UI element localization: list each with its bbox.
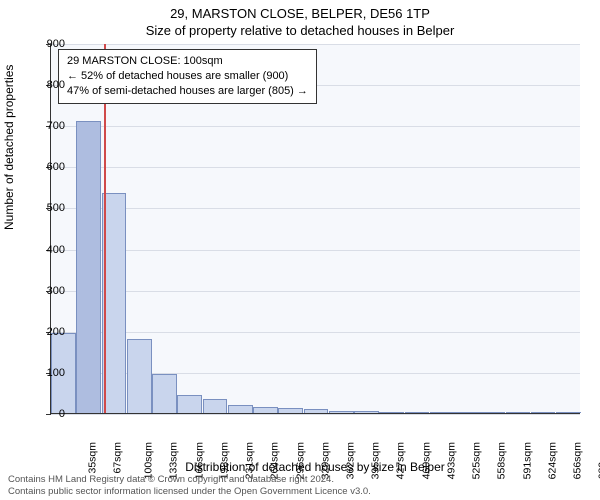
footer-line-2: Contains public sector information licen… [8, 486, 371, 498]
y-axis-label: Number of detached properties [2, 65, 16, 230]
histogram-bar [127, 339, 152, 413]
histogram-bar [455, 412, 480, 413]
ytick-label: 900 [25, 38, 65, 50]
gridline [51, 126, 580, 127]
histogram-bar [430, 412, 455, 413]
histogram-bar [76, 121, 101, 413]
ytick-label: 0 [25, 408, 65, 420]
footer-line-1: Contains HM Land Registry data © Crown c… [8, 474, 371, 486]
histogram-bar [304, 409, 329, 413]
ytick-label: 800 [25, 79, 65, 91]
histogram-bar [531, 412, 556, 413]
chart-container: 29, MARSTON CLOSE, BELPER, DE56 1TP Size… [0, 0, 600, 500]
histogram-bar [253, 407, 278, 413]
ytick-label: 200 [25, 326, 65, 338]
gridline [51, 414, 580, 415]
footer: Contains HM Land Registry data © Crown c… [8, 474, 371, 498]
ytick-label: 100 [25, 367, 65, 379]
info-line-2: ← 52% of detached houses are smaller (90… [67, 69, 308, 84]
histogram-bar [203, 399, 228, 413]
histogram-bar [556, 412, 581, 413]
info-line-1: 29 MARSTON CLOSE: 100sqm [67, 54, 308, 69]
histogram-bar [329, 411, 354, 413]
histogram-bar [278, 408, 303, 413]
histogram-bar [228, 405, 253, 413]
histogram-bar [506, 412, 531, 413]
x-axis-label: Distribution of detached houses by size … [50, 460, 580, 474]
gridline [51, 332, 580, 333]
gridline [51, 250, 580, 251]
chart-title-sub: Size of property relative to detached ho… [0, 21, 600, 38]
info-box: 29 MARSTON CLOSE: 100sqm ← 52% of detach… [58, 49, 317, 104]
ytick-label: 400 [25, 244, 65, 256]
gridline [51, 167, 580, 168]
histogram-bar [480, 412, 505, 413]
histogram-bar [379, 412, 404, 413]
histogram-bar [405, 412, 430, 413]
info-line-3: 47% of semi-detached houses are larger (… [67, 84, 308, 99]
gridline [51, 291, 580, 292]
ytick-label: 300 [25, 285, 65, 297]
ytick-label: 500 [25, 202, 65, 214]
chart-title-main: 29, MARSTON CLOSE, BELPER, DE56 1TP [0, 0, 600, 21]
histogram-bar [354, 411, 379, 413]
gridline [51, 44, 580, 45]
ytick-label: 700 [25, 120, 65, 132]
ytick-label: 600 [25, 161, 65, 173]
histogram-bar [152, 374, 177, 413]
histogram-bar [177, 395, 202, 414]
x-tick-labels: 35sqm67sqm100sqm133sqm166sqm198sqm231sqm… [50, 416, 580, 460]
gridline [51, 208, 580, 209]
